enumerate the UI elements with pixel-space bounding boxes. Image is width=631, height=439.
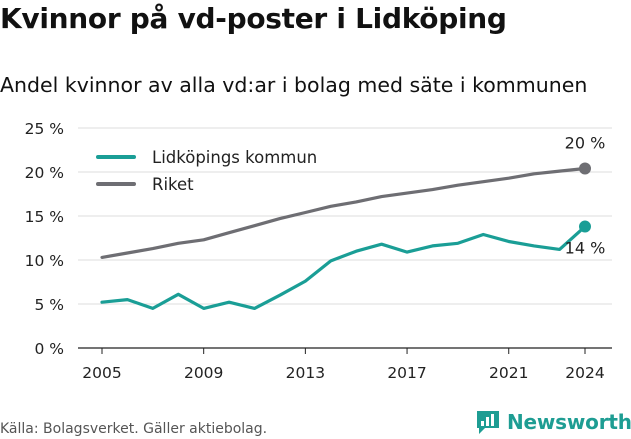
- series-end-label-1: 20 %: [565, 133, 606, 152]
- x-tick-label: 2013: [286, 364, 325, 382]
- y-tick-label: 0 %: [34, 340, 64, 358]
- y-tick-label: 5 %: [34, 296, 64, 314]
- brand-name: Newsworthy: [507, 410, 631, 434]
- x-tick-label: 2021: [489, 364, 528, 382]
- x-axis-ticks: 2005 2009 2013 2017 2021 2024: [82, 348, 605, 382]
- series-end-point-0: [579, 220, 591, 233]
- legend-label-1: Riket: [152, 175, 194, 194]
- series-line-0: [100, 225, 587, 310]
- legend-label-0: Lidköpings kommun: [152, 148, 317, 167]
- newsworthy-logo-icon: [477, 411, 499, 434]
- y-tick-label: 25 %: [25, 120, 64, 138]
- series-end-label-0: 14 %: [565, 239, 606, 258]
- line-chart: 0 %5 %10 %15 %20 %25 % 2005 2009 2013 2017 2…: [25, 120, 612, 382]
- brand-logo: Newsworthy: [475, 409, 631, 435]
- y-tick-label: 15 %: [25, 208, 64, 226]
- source-note: Källa: Bolagsverket. Gäller aktiebolag.: [0, 421, 268, 437]
- series-lines: 20 % 14 %: [100, 133, 606, 310]
- series-end-point-1: [579, 162, 591, 175]
- y-axis-ticks: 0 % 5 % 10 % 15 % 20 % 25 %: [25, 120, 64, 358]
- grid-lines: [78, 127, 612, 349]
- series-line-1: [100, 166, 587, 259]
- chart-title: Kvinnor på vd-poster i Lidköping: [0, 2, 507, 35]
- legend: Lidköpings kommun Riket: [96, 148, 317, 194]
- chart-subtitle: Andel kvinnor av alla vd:ar i bolag med …: [0, 73, 588, 97]
- x-tick-label: 2005: [82, 364, 121, 382]
- y-tick-label: 20 %: [25, 164, 64, 182]
- x-tick-label: 2017: [387, 364, 426, 382]
- x-tick-label: 2024: [565, 364, 604, 382]
- y-tick-label: 10 %: [25, 252, 64, 270]
- x-tick-label: 2009: [184, 364, 223, 382]
